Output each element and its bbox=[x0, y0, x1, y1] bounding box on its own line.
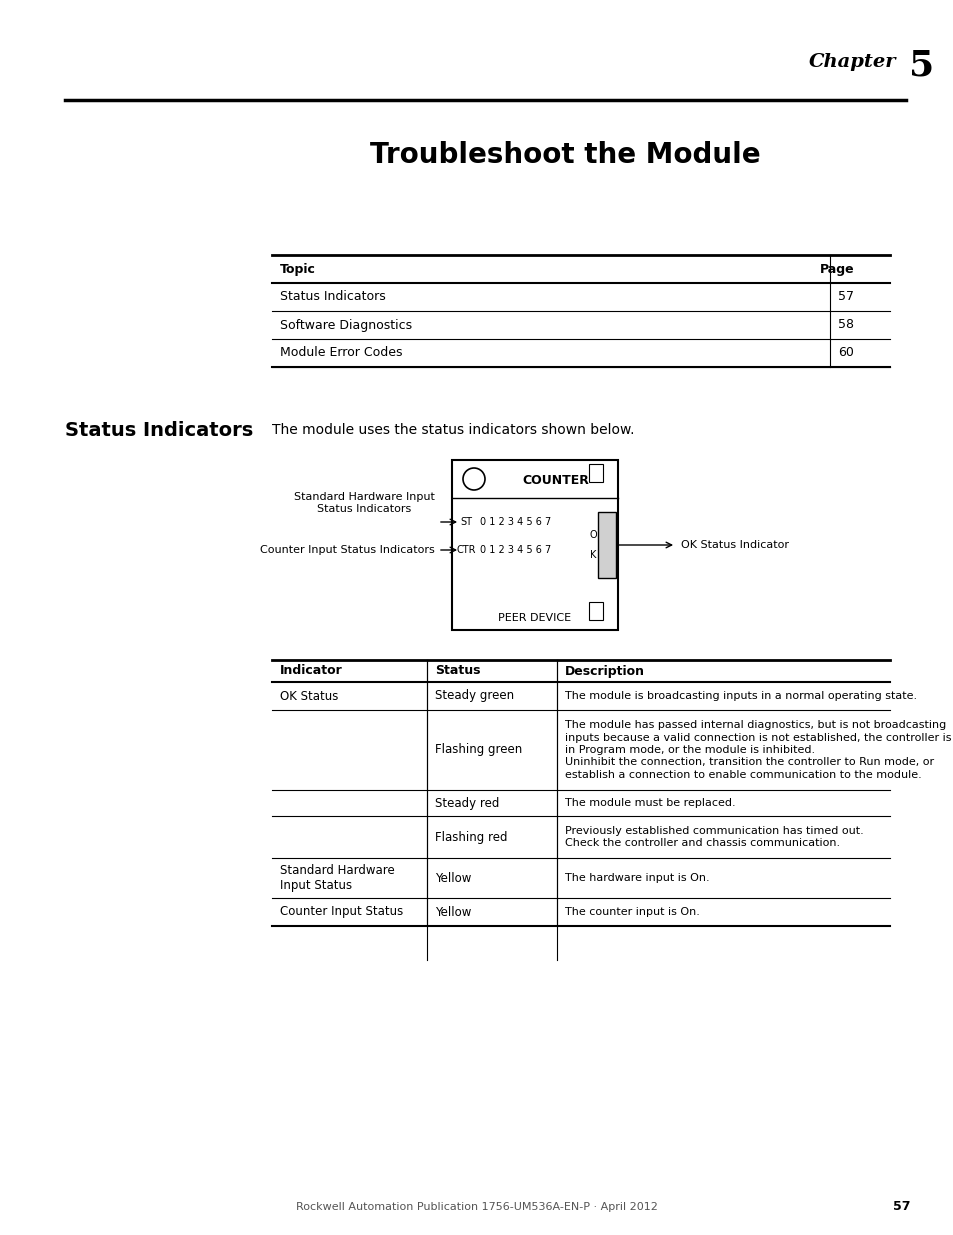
Text: Status Indicators: Status Indicators bbox=[280, 290, 385, 304]
Text: Rockwell Automation Publication 1756-UM536A-EN-P · April 2012: Rockwell Automation Publication 1756-UM5… bbox=[295, 1202, 658, 1212]
Text: The module uses the status indicators shown below.: The module uses the status indicators sh… bbox=[272, 424, 634, 437]
Text: PEER DEVICE: PEER DEVICE bbox=[497, 613, 571, 622]
Text: Standard Hardware Input
Status Indicators: Standard Hardware Input Status Indicator… bbox=[294, 493, 435, 514]
Text: Steady red: Steady red bbox=[435, 797, 498, 809]
Text: Steady green: Steady green bbox=[435, 689, 514, 703]
Text: COUNTER: COUNTER bbox=[521, 473, 588, 487]
Text: Flashing red: Flashing red bbox=[435, 830, 507, 844]
Bar bbox=[598, 513, 616, 578]
Text: ST: ST bbox=[459, 517, 472, 527]
Text: O: O bbox=[589, 530, 597, 540]
Text: Software Diagnostics: Software Diagnostics bbox=[280, 319, 412, 331]
Text: 57: 57 bbox=[837, 290, 853, 304]
Bar bbox=[588, 464, 602, 482]
Text: Yellow: Yellow bbox=[435, 905, 471, 919]
Text: The counter input is On.: The counter input is On. bbox=[564, 906, 700, 918]
Text: Counter Input Status: Counter Input Status bbox=[280, 905, 403, 919]
Text: OK Status Indicator: OK Status Indicator bbox=[680, 540, 788, 550]
Text: Status: Status bbox=[435, 664, 480, 678]
Text: Chapter: Chapter bbox=[807, 53, 895, 70]
Text: Page: Page bbox=[820, 263, 854, 275]
Text: Description: Description bbox=[564, 664, 644, 678]
Text: 0 1 2 3 4 5 6 7: 0 1 2 3 4 5 6 7 bbox=[479, 517, 551, 527]
Text: K: K bbox=[589, 550, 596, 559]
Text: CTR: CTR bbox=[456, 545, 476, 555]
Bar bbox=[588, 601, 602, 620]
Text: Module Error Codes: Module Error Codes bbox=[280, 347, 402, 359]
Text: Topic: Topic bbox=[280, 263, 315, 275]
Text: The module must be replaced.: The module must be replaced. bbox=[564, 798, 735, 808]
Circle shape bbox=[462, 468, 484, 490]
Text: Yellow: Yellow bbox=[435, 872, 471, 884]
Text: Status Indicators: Status Indicators bbox=[65, 420, 253, 440]
Text: 58: 58 bbox=[837, 319, 853, 331]
Text: OK Status: OK Status bbox=[280, 689, 338, 703]
Text: The hardware input is On.: The hardware input is On. bbox=[564, 873, 709, 883]
Bar bbox=[452, 459, 618, 630]
Text: 60: 60 bbox=[837, 347, 853, 359]
Text: The module has passed internal diagnostics, but is not broadcasting
inputs becau: The module has passed internal diagnosti… bbox=[564, 720, 950, 779]
Text: 5: 5 bbox=[908, 48, 934, 82]
Text: Previously established communication has timed out.
Check the controller and cha: Previously established communication has… bbox=[564, 826, 862, 848]
Text: 0 1 2 3 4 5 6 7: 0 1 2 3 4 5 6 7 bbox=[479, 545, 551, 555]
Text: The module is broadcasting inputs in a normal operating state.: The module is broadcasting inputs in a n… bbox=[564, 692, 916, 701]
Text: Standard Hardware
Input Status: Standard Hardware Input Status bbox=[280, 864, 395, 892]
Text: Flashing green: Flashing green bbox=[435, 743, 521, 757]
Text: Troubleshoot the Module: Troubleshoot the Module bbox=[370, 141, 760, 169]
Text: Indicator: Indicator bbox=[280, 664, 342, 678]
Text: 57: 57 bbox=[892, 1200, 910, 1214]
Text: Counter Input Status Indicators: Counter Input Status Indicators bbox=[260, 545, 435, 555]
